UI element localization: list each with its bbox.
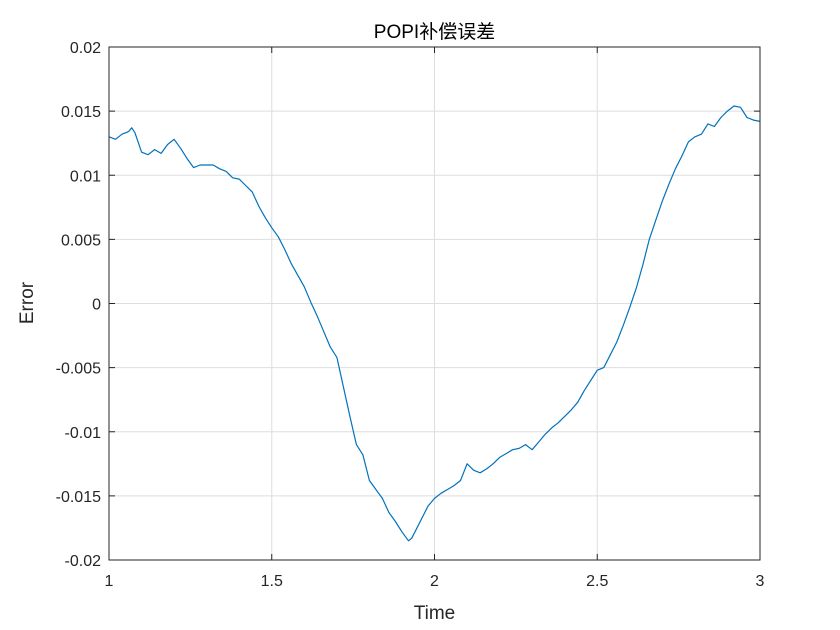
x-tick-label: 1: [105, 573, 114, 590]
chart-title: POPI补偿误差: [374, 21, 495, 43]
y-tick-label: 0.015: [61, 104, 101, 121]
y-tick-label: -0.015: [56, 489, 101, 506]
series-layer: [108, 105, 761, 542]
y-tick-label: 0: [92, 297, 101, 314]
x-tick-label: 3: [756, 573, 765, 590]
y-tick-label: 0.02: [70, 40, 101, 57]
x-tick-label: 2.5: [586, 573, 608, 590]
y-tick-label: 0.005: [61, 232, 101, 249]
x-axis-title: Time: [414, 603, 456, 624]
y-axis-title: Error: [17, 281, 38, 324]
axis-ticks: [108, 46, 761, 561]
x-tick-label: 1.5: [261, 573, 283, 590]
grid-lines: [109, 47, 760, 560]
axis-tick-labels: 1 1.5 2 2.5 3 -0.02 -0.015 -0.01 -0.005 0 0.005 0.0…: [56, 40, 765, 590]
y-tick-label: -0.005: [56, 361, 101, 378]
y-tick-label: -0.02: [65, 553, 102, 570]
y-tick-label: 0.01: [70, 168, 101, 185]
series-line: [108, 105, 761, 542]
y-tick-label: -0.01: [65, 425, 102, 442]
x-tick-label: 2: [430, 573, 439, 590]
